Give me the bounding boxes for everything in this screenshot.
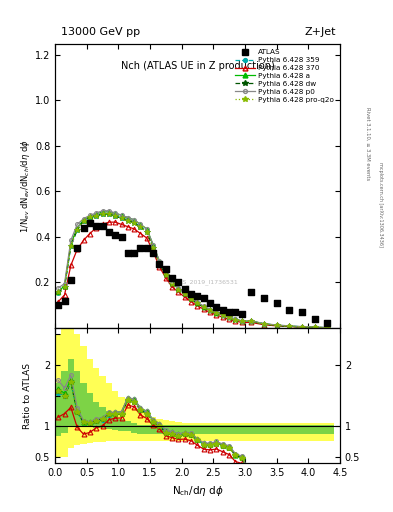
Point (220, 306, 226, 314)
Point (213, 303, 220, 311)
Point (61, 296, 68, 305)
Y-axis label: 1/N$_{ev}$ dN$_{ev}$/dN$_{ch}$/d$\eta$ d$\phi$: 1/N$_{ev}$ dN$_{ev}$/dN$_{ch}$/d$\eta$ d… (19, 139, 32, 232)
Point (182, 285, 188, 293)
Point (131, 249, 137, 257)
Point (87, 219, 93, 227)
Point (312, 315, 318, 323)
X-axis label: N$_{\rm ch}$/d$\eta$ d$\phi$: N$_{\rm ch}$/d$\eta$ d$\phi$ (172, 484, 223, 498)
Point (150, 249, 156, 257)
Text: Z+Jet: Z+Jet (305, 27, 336, 37)
Point (286, 306, 292, 314)
Point (118, 233, 125, 241)
Point (99, 222, 106, 230)
Point (324, 319, 331, 328)
Point (156, 260, 163, 268)
Point (239, 310, 245, 318)
Point (201, 294, 207, 303)
Point (175, 279, 182, 287)
Point (74, 244, 80, 252)
Point (163, 265, 169, 273)
Point (226, 308, 232, 316)
Point (232, 308, 239, 316)
Text: mcplots.cern.ch [arXiv:1306.3436]: mcplots.cern.ch [arXiv:1306.3436] (378, 162, 383, 247)
Point (207, 299, 213, 307)
Point (188, 290, 194, 298)
Text: ATLAS_2019_I1736531: ATLAS_2019_I1736531 (168, 280, 239, 285)
Point (93, 222, 99, 230)
Legend: ATLAS, Pythia 6.428 359, Pythia 6.428 370, Pythia 6.428 a, Pythia 6.428 dw, Pyth: ATLAS, Pythia 6.428 359, Pythia 6.428 37… (233, 47, 336, 104)
Point (106, 228, 112, 237)
Point (299, 308, 305, 316)
Point (138, 244, 144, 252)
Text: 13000 GeV pp: 13000 GeV pp (61, 27, 140, 37)
Point (195, 292, 201, 300)
Point (144, 244, 150, 252)
Text: Nch (ATLAS UE in Z production): Nch (ATLAS UE in Z production) (121, 60, 274, 71)
Point (81, 224, 87, 232)
Y-axis label: Ratio to ATLAS: Ratio to ATLAS (23, 362, 32, 429)
Point (125, 249, 131, 257)
Text: Rivet 3.1.10, ≥ 3.3M events: Rivet 3.1.10, ≥ 3.3M events (365, 106, 370, 180)
Point (248, 287, 254, 295)
Point (274, 299, 280, 307)
Point (169, 274, 175, 282)
Point (68, 276, 74, 284)
Point (261, 294, 267, 303)
Point (112, 230, 118, 239)
Point (55, 301, 61, 309)
